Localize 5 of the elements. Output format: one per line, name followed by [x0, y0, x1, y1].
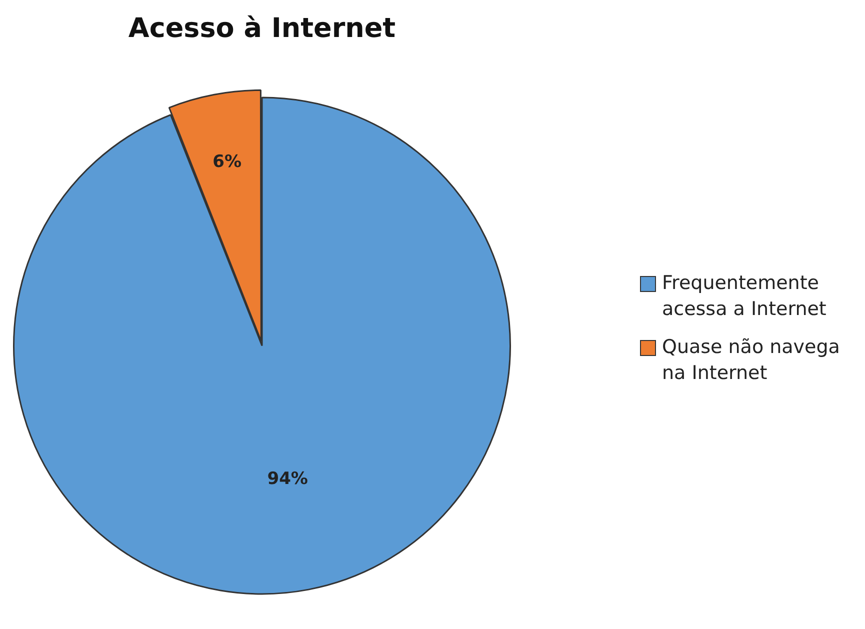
legend-label: Frequentemente acessa a Internet — [662, 271, 828, 322]
legend-label: Quase não navega na Internet — [662, 335, 841, 386]
data-label: 94% — [267, 469, 308, 490]
data-label: 6% — [212, 152, 242, 172]
chart-title: Acesso à Internet — [128, 13, 396, 44]
